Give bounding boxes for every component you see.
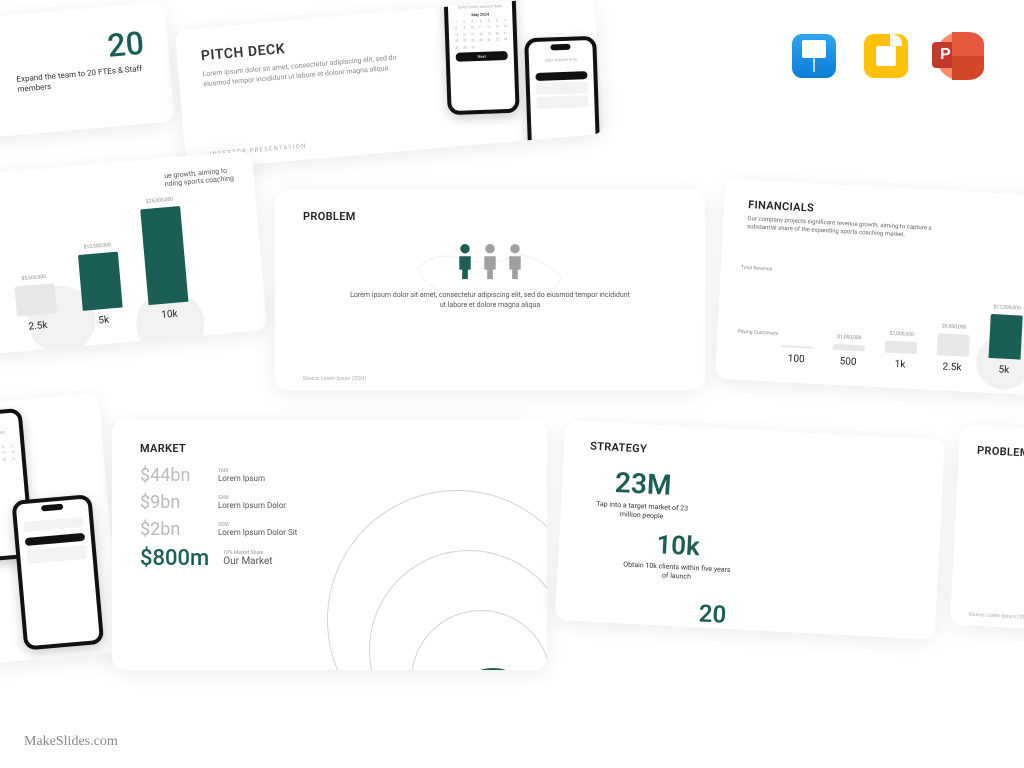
phone-mockup-1: Select start session date May 2024 12345… [443, 0, 519, 115]
phone-header: Select start session date [452, 3, 508, 10]
slide-bar-chart-left: ue growth, aiming to nding sports coachi… [0, 151, 267, 360]
slide-problem-right: PROBLEM Source: Lorem Ipsum (2024) [950, 425, 1024, 635]
bar-chart: $2,000,0001k$5,500,0002.5k$12,500,0005k$… [0, 206, 190, 339]
slide-phones-left: Select start session date May 2024 12345… [0, 393, 121, 667]
phone2-row3 [536, 95, 588, 109]
keynote-icon[interactable] [792, 34, 836, 78]
phone-mockup [11, 494, 104, 650]
source-text: Source: Lorem Ipsum (2024) [303, 376, 366, 382]
slide-partial-left: k s within nch 20 Expand the team to 20 … [0, 2, 175, 142]
phone2-row2 [536, 81, 588, 95]
market-circles: $800m [327, 460, 547, 670]
slide-title: STRATEGY [590, 440, 918, 470]
calendar-grid: 123456789101112131415161718192021 [0, 443, 18, 467]
google-slides-icon[interactable] [864, 34, 908, 78]
phone2-row [535, 71, 587, 81]
source-text: Source: Lorem Ipsum (2024) [968, 612, 1024, 621]
stat-number: 20 [106, 24, 146, 65]
slide-strategy: STRATEGY 23MTap into a target market of … [555, 420, 945, 640]
powerpoint-icon[interactable] [936, 32, 984, 80]
app-icons-row [792, 32, 984, 80]
strategy-stats: 23MTap into a target market of 23 millio… [580, 464, 917, 639]
phone-next-button: Next [456, 51, 508, 62]
phone2-header: start session time [533, 56, 589, 63]
slide-title: PROBLEM [303, 210, 677, 223]
slide-financials: FINANCIALS Our company projects signific… [715, 179, 1024, 401]
side-label-1: Total Revenue [741, 266, 773, 273]
phone-mockup-2: start session time [524, 36, 600, 168]
watermark: MakeSlides.com [24, 734, 118, 750]
slide-market: MARKET $44bnTAMLorem Ipsum$9bnSAMLorem I… [112, 420, 547, 670]
calendar-grid: 1234567891011121314151617181920212223242… [452, 18, 509, 51]
phone-month: May 2024 [452, 11, 508, 18]
slide-pitch-deck: PITCH DECK Lorem ipsum dolor sit amet, c… [175, 0, 606, 170]
bar-chart: 100$1,000,000500$2,000,0001k$5,500,0002.… [780, 269, 1024, 379]
map-background [400, 232, 580, 322]
slide-title: MARKET [140, 442, 519, 455]
phone-screen [17, 510, 94, 572]
slide-problem: PROBLEM Lorem ipsum dolor sit amet, cons… [275, 190, 705, 390]
stat-caption: Expand the team to 20 FTEs & Staff membe… [16, 64, 147, 96]
side-label-2: Paying Customers [737, 330, 778, 338]
slide-title: PROBLEM [977, 444, 1024, 466]
